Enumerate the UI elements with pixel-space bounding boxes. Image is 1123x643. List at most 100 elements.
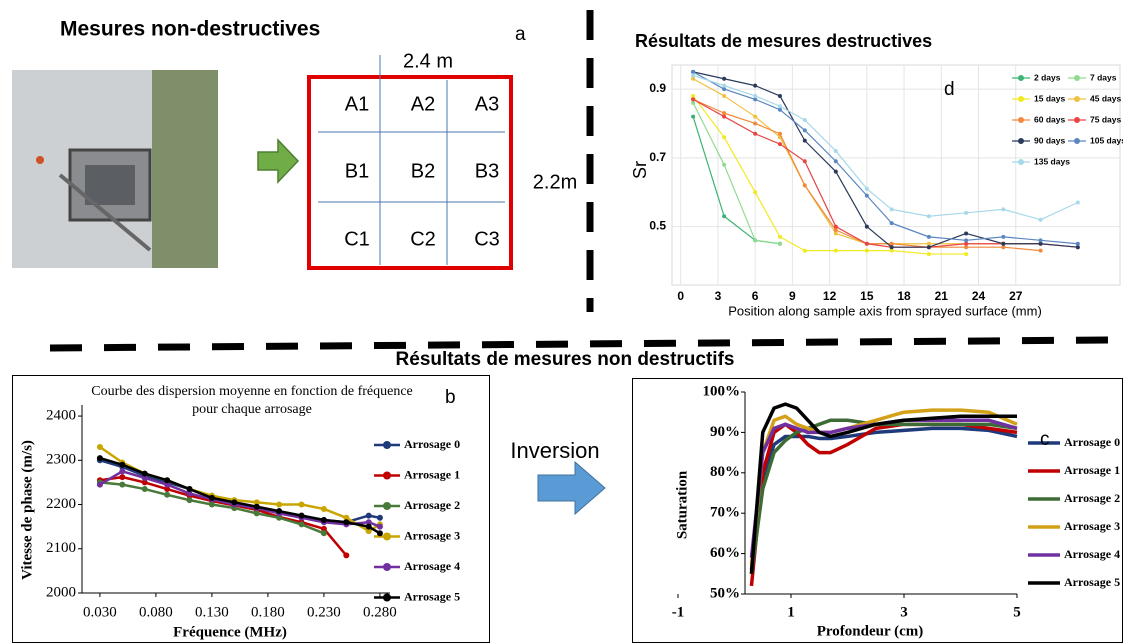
grid-frame <box>307 75 513 270</box>
marker <box>889 245 894 250</box>
marker <box>926 252 931 257</box>
marker <box>1001 245 1006 250</box>
marker <box>691 69 696 74</box>
marker <box>802 159 807 164</box>
x-tick-label: 0.130 <box>195 604 229 620</box>
marker <box>119 481 126 488</box>
marker <box>777 131 782 136</box>
marker <box>164 477 171 484</box>
y-axis-label: Sr <box>630 161 650 179</box>
marker <box>833 169 838 174</box>
marker <box>1001 207 1006 212</box>
marker <box>889 248 894 253</box>
legend-marker <box>383 563 391 571</box>
marker <box>802 128 807 133</box>
marker <box>777 142 782 147</box>
legend-label: 135 days <box>1034 156 1070 166</box>
legend-marker <box>1074 96 1080 102</box>
x-axis-label: Profondeur (cm) <box>817 623 924 639</box>
x-tick-label: 18 <box>897 289 911 303</box>
x-tick-label: 3 <box>900 604 908 620</box>
series-line <box>749 418 1018 558</box>
marker <box>691 114 696 119</box>
x-tick-label: 5 <box>1013 604 1021 620</box>
marker <box>365 519 372 526</box>
y-axis-label: Saturation <box>674 470 690 539</box>
marker <box>343 552 350 559</box>
marker <box>964 241 969 246</box>
legend-label: 45 days <box>1090 93 1121 103</box>
marker <box>141 470 148 477</box>
x-tick-label: 1 <box>787 604 795 620</box>
y-tick-label: 2400 <box>46 407 76 423</box>
panel-label: c <box>1040 429 1050 450</box>
marker <box>231 499 238 506</box>
legend-marker <box>1074 117 1080 123</box>
y-tick-label: 2300 <box>46 452 76 468</box>
panel-title: Mesures non-destructives <box>60 18 320 41</box>
x-tick-label: 0 <box>677 289 684 303</box>
marker <box>119 468 126 475</box>
series-line <box>749 426 1018 570</box>
marker <box>889 207 894 212</box>
panel-label: d <box>944 79 955 100</box>
marker <box>186 486 193 493</box>
legend-label: Arrosage 5 <box>1064 575 1120 589</box>
marker <box>141 486 148 493</box>
marker <box>777 93 782 98</box>
marker <box>722 87 727 92</box>
marker <box>777 241 782 246</box>
divider <box>49 336 1111 352</box>
height-label: 2.2m <box>533 171 577 193</box>
legend-label: Arrosage 4 <box>1064 547 1120 561</box>
marker <box>833 248 838 253</box>
marker <box>691 100 696 105</box>
marker <box>164 491 171 498</box>
marker <box>833 148 838 153</box>
marker <box>164 486 171 493</box>
legend-label: 90 days <box>1034 135 1065 145</box>
legend-label: 105 days <box>1090 135 1123 145</box>
x-axis-label: Position along sample axis from sprayed … <box>728 303 1042 318</box>
chart-title: Résultats de mesures destructives <box>635 31 932 51</box>
blue-arrow <box>537 460 606 516</box>
marker <box>365 512 372 519</box>
section-title: Résultats de mesures non destructifs <box>396 349 735 370</box>
marker <box>691 97 696 102</box>
y-tick-label: 0.7 <box>649 150 666 164</box>
legend-label: Arrosage 4 <box>404 559 460 573</box>
marker <box>864 186 869 191</box>
marker <box>833 224 838 229</box>
marker <box>777 107 782 112</box>
marker <box>777 104 782 109</box>
marker <box>722 93 727 98</box>
cell-label: C2 <box>410 228 436 250</box>
legend-marker <box>1018 138 1024 144</box>
legend-label: 7 days <box>1090 72 1117 82</box>
photo <box>12 70 218 268</box>
marker <box>926 241 931 246</box>
cell-label: A2 <box>411 93 435 115</box>
panel-label: b <box>445 387 456 408</box>
cell-label: B3 <box>475 160 499 182</box>
x-tick-label: -1 <box>672 604 685 620</box>
marker <box>1001 241 1006 246</box>
legend-label: 75 days <box>1090 114 1121 124</box>
marker <box>376 523 383 530</box>
marker <box>864 248 869 253</box>
marker <box>926 234 931 239</box>
x-tick-label: 0.080 <box>139 604 173 620</box>
marker <box>1075 245 1080 250</box>
y-tick-label: 2100 <box>46 540 76 556</box>
marker <box>1075 200 1080 205</box>
marker <box>864 224 869 229</box>
legend-label: 60 days <box>1034 114 1065 124</box>
legend-label: 15 days <box>1034 93 1065 103</box>
marker <box>343 514 350 521</box>
chart-title: Courbe des dispersion moyenne en fonctio… <box>91 384 413 417</box>
legend-label: Arrosage 2 <box>404 498 460 512</box>
marker <box>298 512 305 519</box>
legend-marker <box>1018 117 1024 123</box>
x-tick-label: 0.180 <box>251 604 285 620</box>
